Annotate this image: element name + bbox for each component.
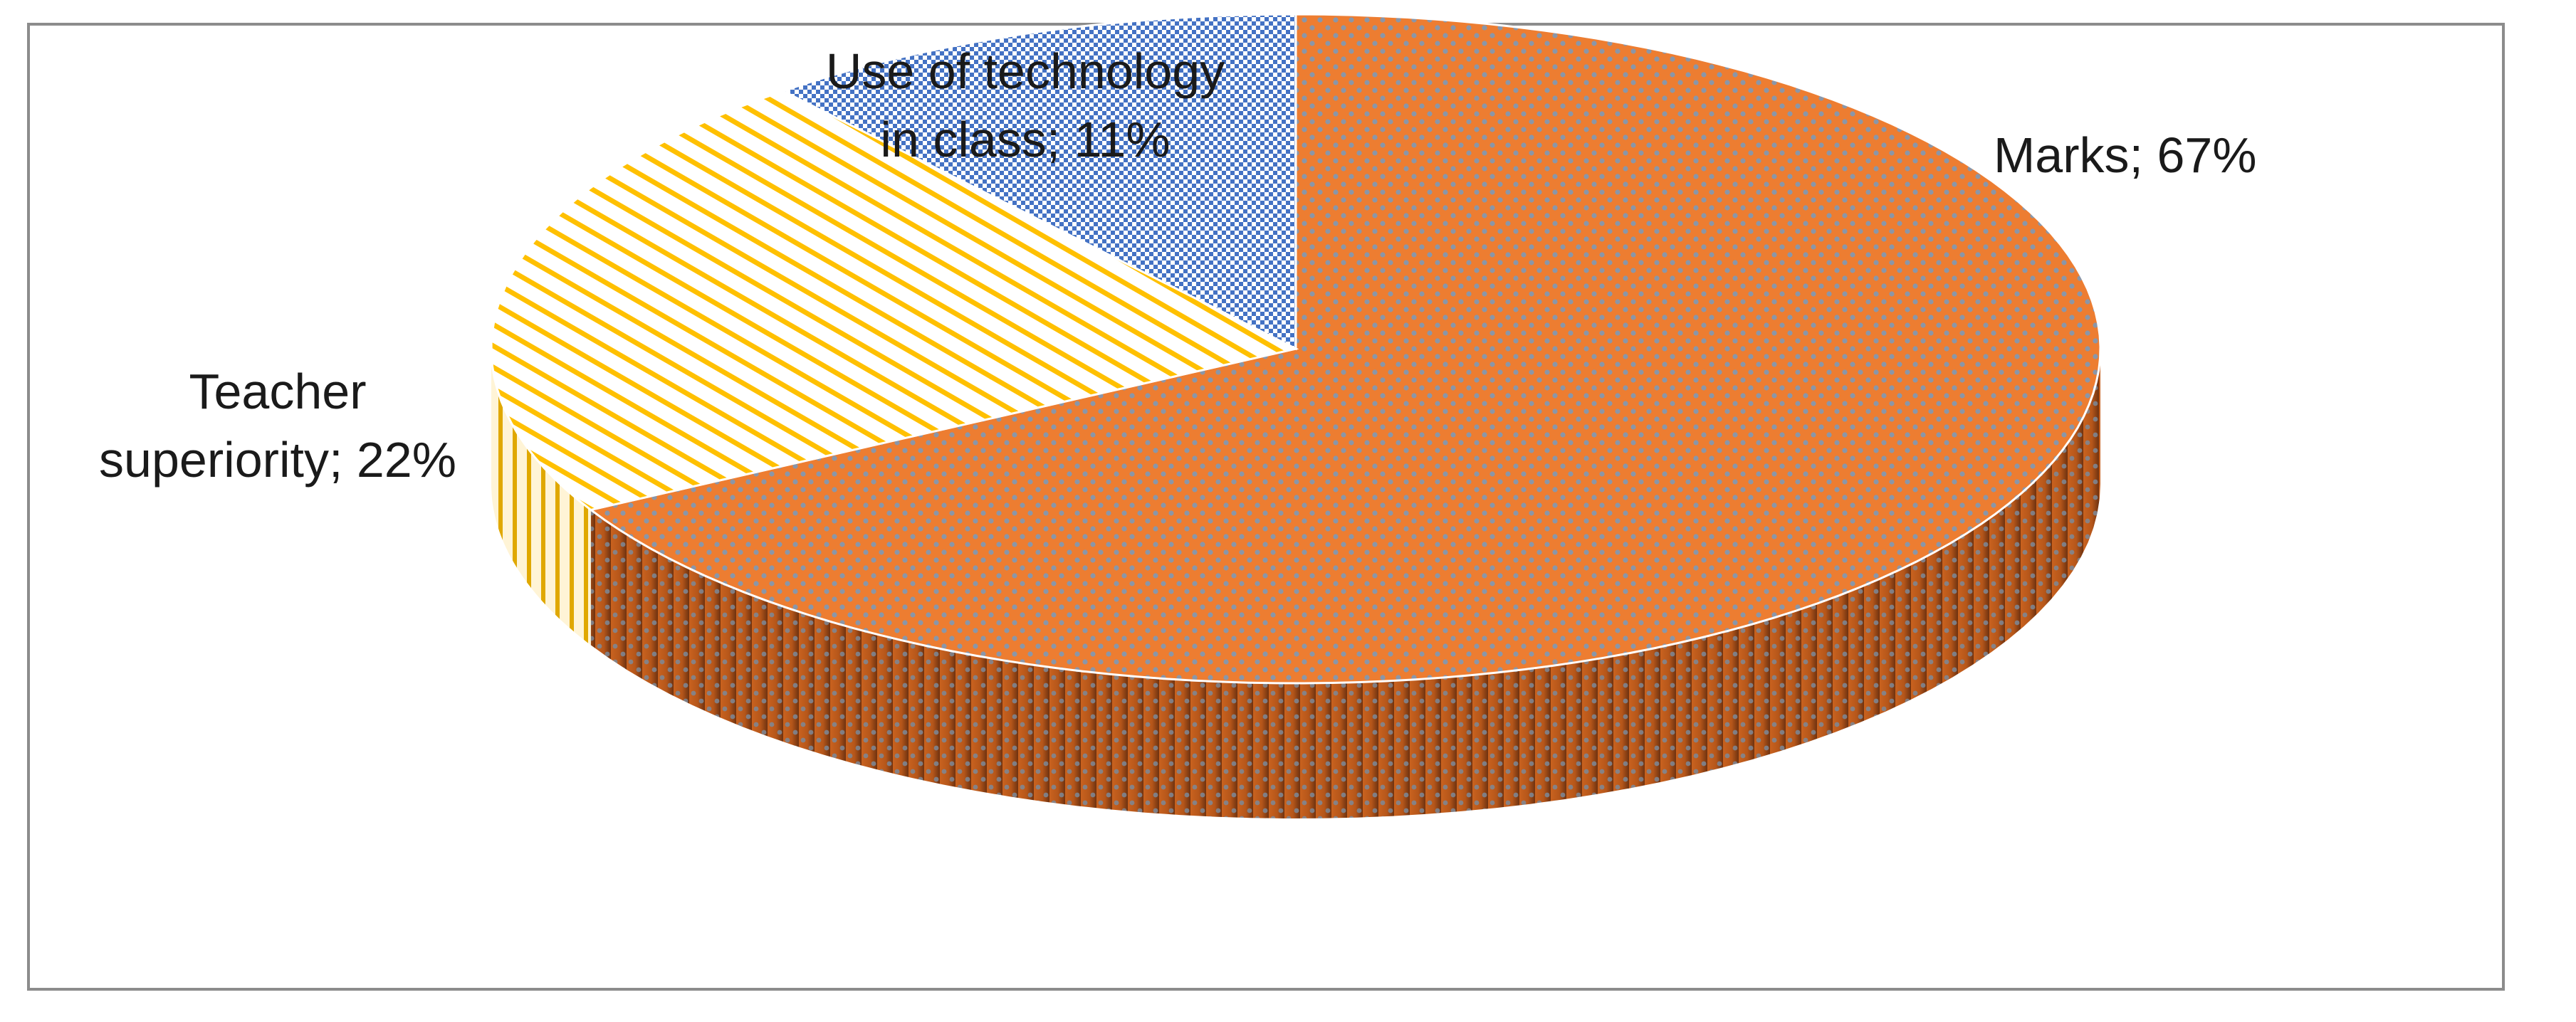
slice-label-technology-line-2: in class; 11% (880, 112, 1171, 167)
slice-label-use-of-technology: Use of technology in class; 11% (783, 37, 1267, 174)
slice-label-teacher-superiority: Teacher superiority; 22% (71, 357, 484, 494)
slice-teacher-superiority-side (491, 349, 591, 646)
slice-label-teacher-line-1: Teacher (189, 364, 367, 419)
slice-label-technology-line-1: Use of technology (825, 43, 1225, 99)
slice-use-of-technology (780, 13, 1297, 351)
slice-marks (588, 13, 2102, 685)
slice-marks-side (590, 349, 2100, 818)
slice-label-marks-text: Marks; 67% (1994, 127, 2257, 183)
slice-label-teacher-line-2: superiority; 22% (99, 432, 456, 488)
slice-teacher-superiority (490, 90, 1299, 512)
slice-label-marks: Marks; 67% (1994, 121, 2257, 189)
